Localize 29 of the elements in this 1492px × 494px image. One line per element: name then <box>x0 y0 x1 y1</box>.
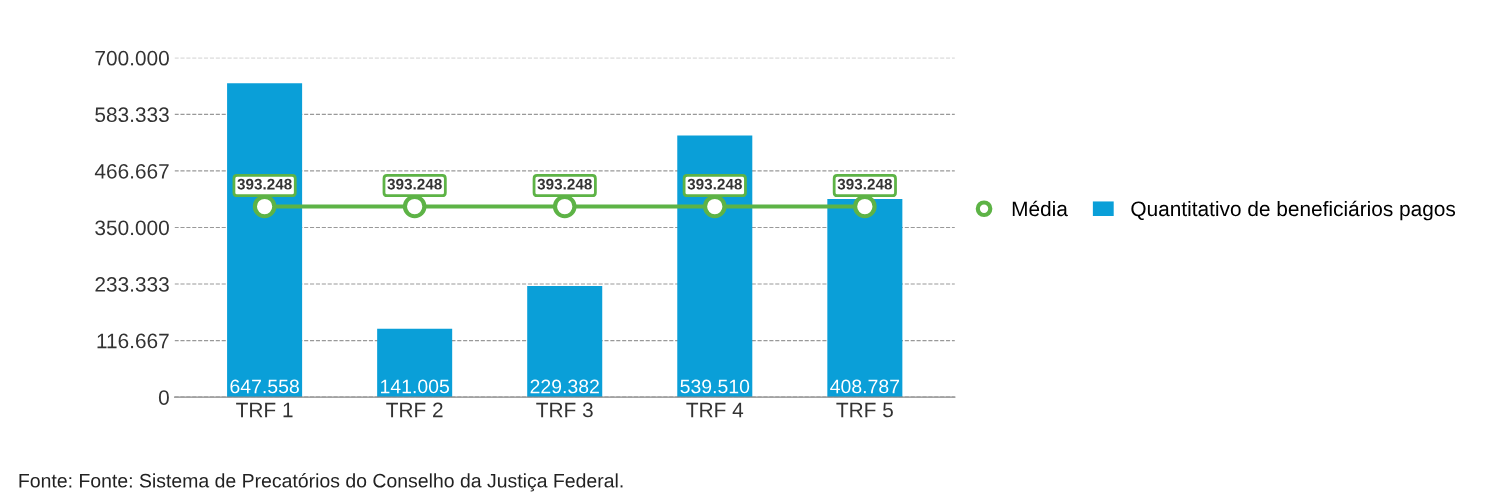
data-label: 539.510 <box>680 379 750 394</box>
data-label: 393.248 <box>387 178 442 190</box>
y-tick-label: 700.000 <box>95 50 169 66</box>
x-tick-label: TRF 2 <box>386 402 443 418</box>
bar <box>227 83 303 398</box>
legend-label: Média <box>1012 200 1068 217</box>
source-note: Fonte: Fonte: Sistema de Precatórios do Conselho da Justiça Federal. <box>19 473 623 492</box>
data-label: 393.248 <box>837 178 892 190</box>
data-label: 393.248 <box>687 178 742 190</box>
data-label: 647.558 <box>230 379 299 394</box>
data-label: 393.248 <box>537 178 592 190</box>
bar <box>377 328 453 398</box>
bar <box>527 285 603 398</box>
y-tick-label: 0 <box>158 390 169 405</box>
data-label: 229.382 <box>530 379 599 394</box>
data-label: 141.005 <box>381 379 449 394</box>
x-tick-label: TRF 4 <box>686 402 744 418</box>
y-tick-label: 233.333 <box>95 277 169 292</box>
data-label: 408.787 <box>830 379 900 394</box>
bar <box>677 135 753 398</box>
x-tick-label: TRF 5 <box>836 402 893 418</box>
y-tick-label: 116.667 <box>97 333 169 349</box>
x-tick-label: TRF 1 <box>236 402 293 418</box>
y-tick-label: 350.000 <box>95 220 169 236</box>
y-tick-label: 466.667 <box>94 163 169 179</box>
data-label: 393.248 <box>237 178 292 190</box>
x-tick-label: TRF 3 <box>536 402 593 418</box>
legend-label: Quantitativo de beneficiários pagos <box>1131 200 1456 221</box>
y-tick-label: 583.333 <box>95 107 169 123</box>
